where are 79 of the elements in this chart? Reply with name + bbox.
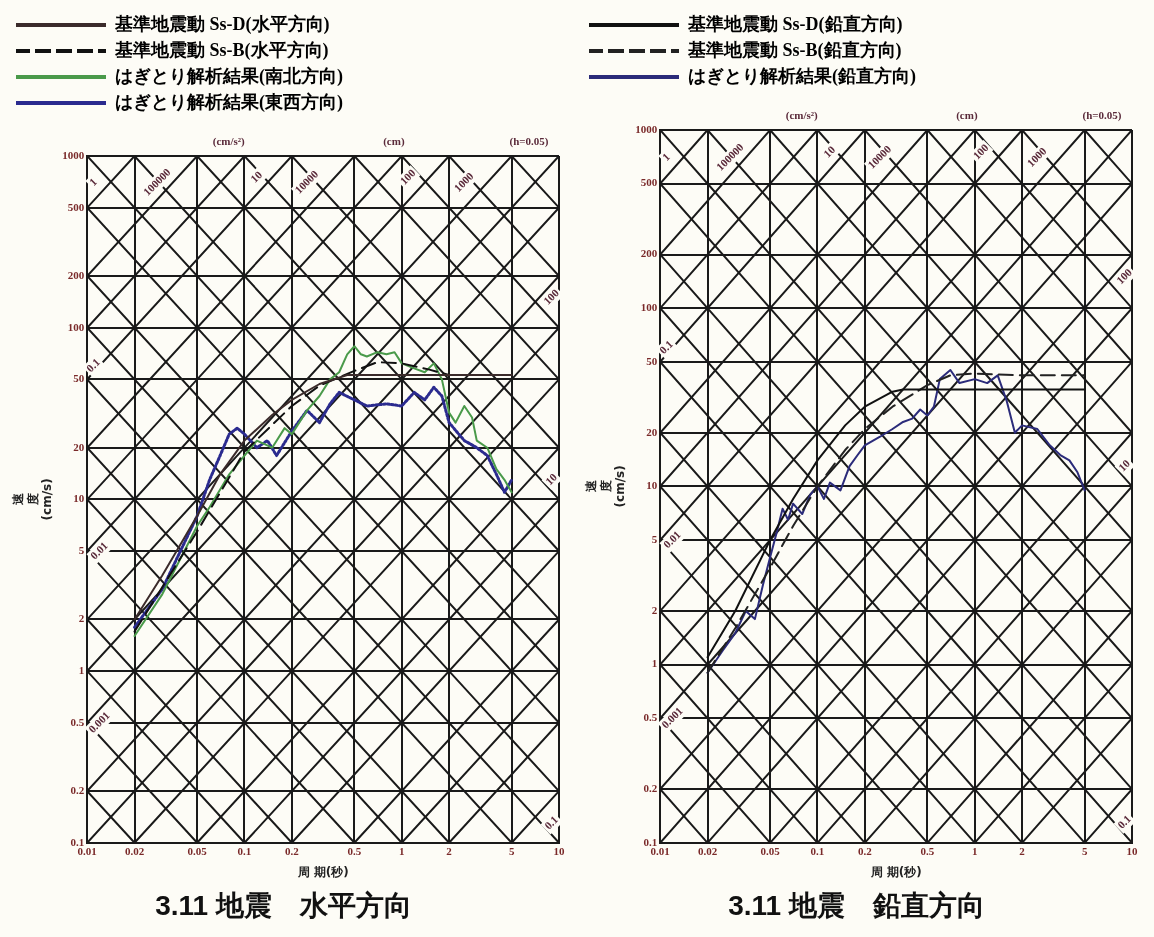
x-axis-title: 周 期(秒) bbox=[296, 865, 349, 880]
y-tick-label: 5 bbox=[78, 543, 85, 556]
y-tick-label: 200 bbox=[640, 247, 658, 260]
x-tick-label: 2 bbox=[1019, 845, 1026, 858]
y-tick-label: 500 bbox=[67, 200, 85, 213]
x-tick-label: 0.5 bbox=[347, 845, 362, 858]
annotation: 10 bbox=[542, 470, 560, 488]
x-tick-label: 5 bbox=[1081, 845, 1088, 858]
text: (cm/s²) bbox=[212, 134, 246, 148]
text: (h=0.05) bbox=[509, 134, 549, 148]
x-tick-label: 0.05 bbox=[187, 845, 208, 858]
y-tick-label: 200 bbox=[67, 268, 85, 281]
annotation: 100 bbox=[540, 286, 562, 307]
y-tick-label: 1000 bbox=[62, 148, 85, 161]
y-tick-label: 2 bbox=[651, 603, 658, 616]
annotation: 0.01 bbox=[660, 528, 683, 551]
y-tick-label: 50 bbox=[73, 372, 85, 385]
x-tick-label: 0.2 bbox=[284, 845, 300, 858]
annotation: 1 bbox=[86, 175, 100, 188]
y-tick-label: 0.1 bbox=[70, 835, 85, 848]
y-axis-title: 速度(cm/s) bbox=[584, 465, 628, 508]
text: 3.11 地震 鉛直方向 bbox=[728, 889, 985, 921]
x-tick-label: 0.05 bbox=[760, 845, 781, 858]
x-tick-label: 2 bbox=[446, 845, 453, 858]
y-tick-label: 20 bbox=[646, 425, 658, 438]
x-tick-label: 0.1 bbox=[810, 845, 825, 858]
x-tick-label: 1 bbox=[971, 845, 978, 858]
y-axis-title: 速度(cm/s) bbox=[11, 478, 55, 521]
legend-label: 基準地震動 Ss-B(水平方向) bbox=[114, 39, 329, 61]
y-tick-label: 10 bbox=[73, 492, 85, 505]
x-tick-label: 0.1 bbox=[237, 845, 252, 858]
y-tick-label: 0.2 bbox=[643, 782, 658, 794]
y-tick-label: 1 bbox=[651, 657, 658, 670]
text: (cm) bbox=[956, 108, 978, 122]
annotation: 10 bbox=[1115, 456, 1133, 474]
y-tick-label: 20 bbox=[73, 440, 85, 453]
text: 3.11 地震 水平方向 bbox=[155, 889, 412, 921]
y-tick-label: 0.1 bbox=[643, 835, 658, 848]
y-tick-label: 100 bbox=[67, 320, 85, 333]
annotation: 1 bbox=[659, 150, 673, 163]
x-tick-label: 0.02 bbox=[697, 845, 718, 858]
annotation: 10 bbox=[820, 142, 838, 160]
x-tick-label: 10 bbox=[553, 845, 565, 858]
text: (cm/s²) bbox=[785, 108, 819, 122]
legend-label: 基準地震動 Ss-B(鉛直方向) bbox=[687, 39, 902, 61]
y-tick-label: 2 bbox=[78, 612, 85, 625]
x-tick-label: 0.5 bbox=[920, 845, 935, 858]
y-tick-label: 100 bbox=[640, 301, 658, 314]
y-tick-label: 1000 bbox=[635, 122, 658, 135]
y-tick-label: 0.2 bbox=[70, 783, 85, 796]
legend-label: 基準地震動 Ss-D(水平方向) bbox=[114, 13, 330, 35]
x-tick-label: 0.2 bbox=[857, 845, 873, 858]
x-tick-label: 5 bbox=[508, 845, 515, 858]
annotation: 0.01 bbox=[87, 539, 110, 562]
text: (cm) bbox=[383, 134, 405, 148]
legend-label: 基準地震動 Ss-D(鉛直方向) bbox=[687, 13, 903, 35]
x-tick-label: 1 bbox=[398, 845, 405, 858]
y-tick-label: 10 bbox=[646, 479, 658, 492]
y-tick-label: 5 bbox=[651, 532, 658, 545]
annotation: 0.1 bbox=[541, 813, 561, 832]
annotation: 10 bbox=[247, 168, 265, 185]
annotation: 100 bbox=[397, 166, 418, 187]
legend-label: はぎとり解析結果(東西方向) bbox=[115, 91, 343, 113]
legend-label: はぎとり解析結果(鉛直方向) bbox=[688, 65, 916, 87]
x-axis-title: 周 期(秒) bbox=[869, 865, 922, 880]
annotation: 100 bbox=[1113, 265, 1135, 287]
annotation: 100 bbox=[970, 141, 991, 162]
annotation: 0.1 bbox=[1114, 812, 1134, 831]
text: (h=0.05) bbox=[1082, 108, 1122, 122]
y-tick-label: 1 bbox=[78, 663, 85, 676]
y-tick-label: 0.5 bbox=[70, 715, 85, 728]
y-tick-label: 50 bbox=[646, 354, 658, 367]
legend-label: はぎとり解析結果(南北方向) bbox=[115, 65, 343, 87]
y-tick-label: 500 bbox=[640, 176, 658, 189]
x-tick-label: 0.02 bbox=[124, 845, 145, 858]
x-tick-label: 0.01 bbox=[77, 845, 97, 858]
x-tick-label: 10 bbox=[1126, 845, 1138, 858]
y-tick-label: 0.5 bbox=[643, 711, 658, 724]
x-tick-label: 0.01 bbox=[650, 845, 670, 858]
